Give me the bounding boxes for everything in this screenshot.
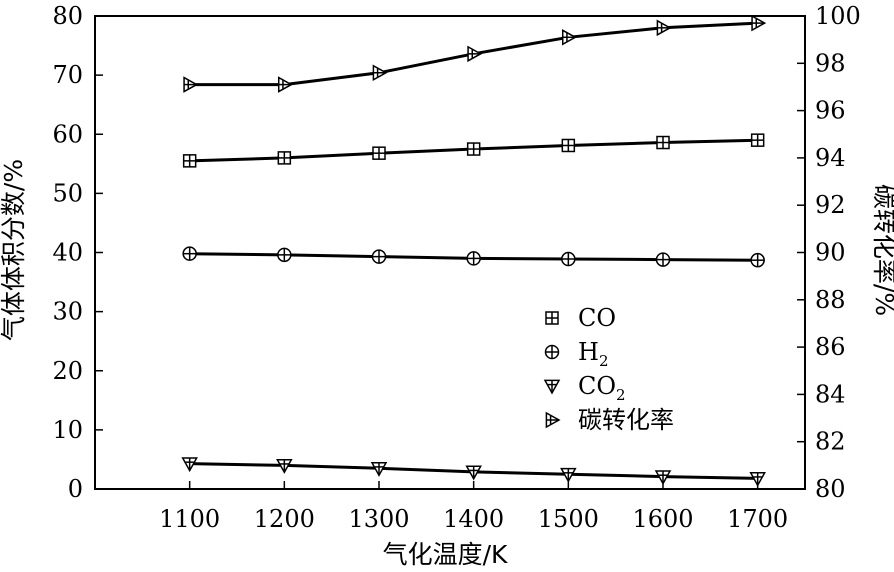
- legend-marker: [545, 311, 559, 325]
- data-point: [371, 249, 387, 264]
- y-axis-right-title: 碳转化率/%: [870, 184, 894, 316]
- data-point: [466, 251, 481, 266]
- y-right-tick-label: 100: [815, 2, 861, 30]
- y-left-tick-label: 10: [52, 416, 83, 444]
- y-left-tick-label: 30: [52, 298, 83, 326]
- axis-titles: 气化温度/K 气体体积分数/% 碳转化率/%: [0, 159, 894, 569]
- data-point: [655, 252, 671, 267]
- x-tick-label: 1400: [443, 505, 504, 533]
- y-left-tick-label: 0: [68, 475, 83, 503]
- data-point: [277, 76, 293, 93]
- y-left-tick-label: 70: [52, 61, 83, 89]
- data-point: [465, 465, 482, 481]
- data-point: [182, 154, 197, 168]
- x-tick-label: 1300: [348, 505, 409, 533]
- y-axis-left-title: 气体体积分数/%: [0, 159, 28, 341]
- data-point: [466, 142, 481, 156]
- data-point: [277, 247, 292, 263]
- y-right-tick-label: 84: [815, 380, 846, 408]
- y-right-tick-label: 90: [815, 239, 846, 267]
- data-point: [370, 461, 388, 477]
- legend-item: CO: [545, 304, 616, 332]
- y-right-tick-label: 92: [815, 191, 846, 219]
- data-point: [276, 459, 293, 474]
- data-point: [561, 251, 576, 267]
- x-tick-label: 1600: [632, 505, 693, 533]
- series-layer: [181, 14, 767, 487]
- legend-label: 碳转化率: [578, 406, 674, 434]
- y-right-tick-label: 98: [815, 49, 846, 77]
- x-tick-label: 1200: [254, 505, 315, 533]
- legend-item: 碳转化率: [545, 406, 674, 434]
- data-point: [654, 470, 672, 486]
- data-point: [750, 133, 765, 147]
- data-point: [751, 14, 767, 32]
- data-point: [372, 146, 386, 160]
- y-left-tick-label: 40: [52, 239, 83, 267]
- y-left-tick-label: 80: [52, 2, 83, 30]
- legend-item: CO2: [543, 372, 626, 404]
- series-2: [181, 457, 766, 487]
- y-right-tick-label: 86: [815, 333, 846, 361]
- data-point: [560, 467, 577, 483]
- data-point: [656, 135, 670, 150]
- data-point: [467, 45, 483, 63]
- data-point: [277, 151, 292, 165]
- legend-label: CO2: [578, 372, 626, 404]
- legend-marker: [543, 379, 561, 395]
- legend-item: H2: [544, 338, 608, 370]
- y-right-tick-label: 80: [815, 475, 846, 503]
- series-3: [183, 14, 767, 93]
- x-tick-label: 1700: [727, 505, 788, 533]
- data-point: [181, 457, 198, 473]
- data-point: [372, 64, 388, 82]
- legend-label: H2: [578, 338, 608, 370]
- data-point: [561, 138, 576, 153]
- legend-label-subscript: 2: [616, 386, 626, 404]
- y-left-tick-label: 60: [52, 120, 83, 148]
- data-point: [561, 29, 577, 46]
- data-point: [656, 19, 672, 37]
- y-right-tick-label: 82: [815, 428, 846, 456]
- series-1: [182, 246, 765, 268]
- data-point: [749, 472, 766, 487]
- axis-ticks: 1100 1200 1300 1400 1500 1600 1700 0 10 20 30 40 50 6…: [52, 2, 860, 533]
- y-left-tick-label: 20: [52, 357, 83, 385]
- y-left-tick-label: 50: [52, 179, 83, 207]
- legend-label-subscript: 2: [599, 352, 609, 370]
- legend-marker: [545, 411, 561, 429]
- legend-marker: [544, 344, 560, 360]
- x-tick-label: 1500: [538, 505, 599, 533]
- data-point: [183, 76, 199, 93]
- x-tick-label: 1100: [159, 505, 220, 533]
- y-right-tick-label: 88: [815, 286, 846, 314]
- y-right-tick-label: 96: [815, 97, 846, 125]
- series-0: [182, 133, 765, 168]
- legend-label: CO: [578, 304, 616, 332]
- y-right-tick-label: 94: [815, 144, 846, 172]
- data-point: [182, 246, 197, 261]
- data-point: [750, 252, 765, 268]
- x-axis-title: 气化温度/K: [383, 540, 508, 569]
